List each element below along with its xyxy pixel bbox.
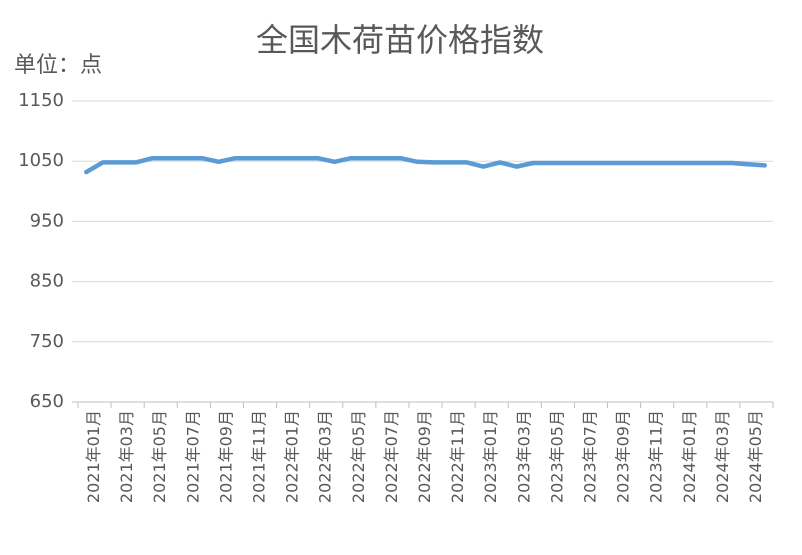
x-tick-label: 2023年01月 — [481, 410, 500, 503]
x-tick-label: 2022年01月 — [283, 410, 302, 503]
y-tick-label: 750 — [30, 331, 64, 352]
x-tick-label: 2024年01月 — [680, 410, 699, 503]
x-tick-label: 2023年09月 — [614, 410, 633, 503]
x-tick-label: 2021年05月 — [150, 410, 169, 503]
y-tick-label: 850 — [30, 271, 64, 292]
y-tick-label: 1150 — [18, 90, 64, 111]
x-tick-label: 2023年11月 — [647, 410, 666, 503]
y-tick-label: 1050 — [18, 150, 64, 171]
x-tick-label: 2022年11月 — [448, 410, 467, 503]
x-tick-label: 2022年03月 — [316, 410, 335, 503]
x-tick-label: 2021年07月 — [183, 410, 202, 503]
x-tick-label: 2023年07月 — [580, 410, 599, 503]
x-tick-label: 2021年03月 — [117, 410, 136, 503]
x-tick-label: 2022年05月 — [349, 410, 368, 503]
x-tick-label: 2021年11月 — [250, 410, 269, 503]
y-tick-label: 650 — [30, 391, 64, 412]
chart-title: 全国木荷苗价格指数 — [256, 21, 544, 59]
x-tick-label: 2024年03月 — [713, 410, 732, 503]
x-tick-label: 2022年09月 — [415, 410, 434, 503]
data-line — [84, 155, 767, 175]
x-tick-label: 2023年03月 — [514, 410, 533, 503]
x-tick-label: 2024年05月 — [746, 410, 765, 503]
y-tick-label: 950 — [30, 210, 64, 231]
x-tick-label: 2022年07月 — [382, 410, 401, 503]
x-tick-label: 2021年09月 — [216, 410, 235, 503]
x-tick-label: 2021年01月 — [84, 410, 103, 503]
y-axis-unit: 单位：点 — [14, 53, 102, 78]
x-tick-label: 2023年05月 — [547, 410, 566, 503]
